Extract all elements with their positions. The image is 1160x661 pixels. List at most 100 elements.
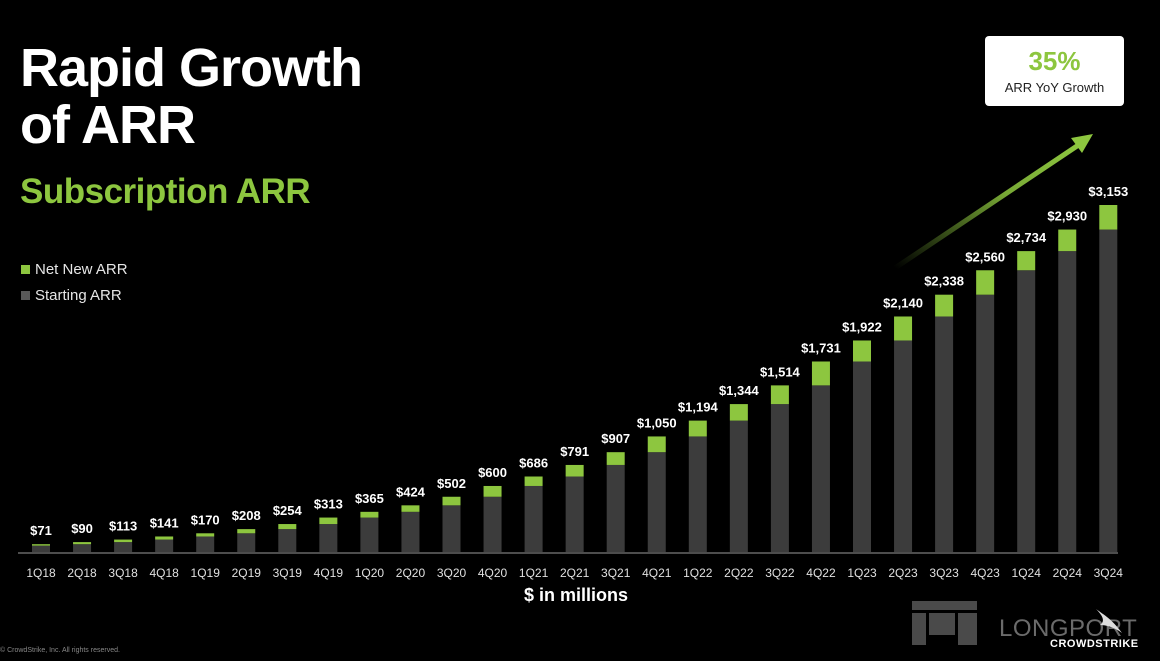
x-tick-2Q20: 2Q20 [396, 566, 426, 580]
callout-label: ARR YoY Growth [1004, 80, 1105, 95]
bar-net-new-2Q20 [401, 505, 420, 512]
x-tick-1Q20: 1Q20 [355, 566, 385, 580]
x-tick-3Q19: 3Q19 [273, 566, 303, 580]
chart-subtitle: Subscription ARR [20, 172, 311, 211]
data-label-4Q22: $1,731 [801, 340, 841, 355]
x-tick-3Q20: 3Q20 [437, 566, 467, 580]
x-tick-2Q22: 2Q22 [724, 566, 754, 580]
x-tick-1Q19: 1Q19 [191, 566, 221, 580]
data-label-1Q19: $170 [191, 512, 220, 527]
x-tick-4Q20: 4Q20 [478, 566, 508, 580]
data-label-2Q19: $208 [232, 508, 261, 523]
x-tick-2Q18: 2Q18 [67, 566, 97, 580]
bar-starting-3Q24 [1099, 229, 1118, 552]
bar-net-new-4Q18 [155, 536, 174, 540]
bar-net-new-1Q23 [853, 340, 871, 362]
chart-legend: Net New ARR Starting ARR [21, 256, 128, 308]
x-tick-4Q23: 4Q23 [970, 566, 1000, 580]
bar-net-new-3Q22 [770, 385, 789, 405]
x-tick-4Q21: 4Q21 [642, 566, 672, 580]
bar-starting-1Q19 [196, 536, 215, 552]
x-tick-1Q21: 1Q21 [519, 566, 549, 580]
bar-net-new-4Q19 [319, 517, 338, 525]
bars-group: $71 $90 $113 $141 $170 $208 $254 $313 $365 $424 $5… [30, 184, 1128, 552]
bar-net-new-3Q19 [278, 524, 297, 530]
bar-starting-2Q18 [73, 544, 92, 552]
bar-starting-1Q18 [32, 545, 50, 552]
bar-net-new-2Q24 [1058, 229, 1077, 252]
data-label-4Q18: $141 [150, 515, 179, 530]
data-label-1Q22: $1,194 [678, 400, 719, 415]
x-tick-4Q19: 4Q19 [314, 566, 344, 580]
bar-net-new-1Q22 [688, 420, 707, 437]
bar-net-new-2Q21 [565, 464, 584, 477]
x-tick-2Q23: 2Q23 [888, 566, 918, 580]
data-label-2Q18: $90 [71, 521, 93, 536]
bar-starting-3Q22 [770, 404, 789, 552]
bar-starting-2Q22 [729, 420, 748, 552]
bar-net-new-1Q18 [32, 544, 50, 546]
bar-net-new-4Q22 [811, 361, 830, 386]
x-tick-3Q18: 3Q18 [108, 566, 138, 580]
x-tick-1Q23: 1Q23 [847, 566, 877, 580]
bar-starting-4Q20 [483, 496, 502, 552]
bar-net-new-2Q19 [237, 529, 256, 534]
data-label-2Q21: $791 [560, 444, 589, 459]
data-label-1Q20: $365 [355, 491, 384, 506]
data-label-2Q23: $2,140 [883, 295, 923, 310]
x-tick-3Q23: 3Q23 [929, 566, 959, 580]
data-label-3Q24: $3,153 [1088, 184, 1128, 199]
bar-starting-3Q18 [114, 542, 133, 552]
brand-name: CROWDSTRIKE [1050, 638, 1139, 650]
bar-net-new-3Q21 [606, 452, 625, 465]
partner-logo-icon [912, 601, 977, 645]
bar-net-new-2Q18 [73, 542, 92, 545]
x-tick-4Q18: 4Q18 [149, 566, 179, 580]
bar-starting-3Q21 [606, 464, 625, 552]
bar-starting-3Q23 [935, 316, 954, 552]
bar-net-new-4Q23 [976, 270, 995, 295]
bar-starting-4Q18 [155, 539, 174, 552]
bar-net-new-1Q24 [1017, 251, 1036, 271]
data-label-4Q23: $2,560 [965, 249, 1005, 264]
bar-starting-1Q20 [360, 517, 379, 552]
data-label-1Q23: $1,922 [842, 319, 882, 334]
legend-label-starting: Starting ARR [35, 286, 122, 304]
bar-net-new-1Q19 [196, 533, 215, 537]
data-label-3Q23: $2,338 [924, 274, 964, 289]
page-title: Rapid Growth of ARR [20, 40, 363, 154]
legend-swatch-starting [21, 290, 30, 300]
bar-net-new-1Q21 [524, 476, 543, 486]
copyright-text: © CrowdStrike, Inc. All rights reserved. [0, 647, 120, 654]
bar-net-new-3Q24 [1099, 205, 1118, 230]
bar-net-new-2Q23 [894, 316, 913, 341]
legend-item-starting: Starting ARR [21, 282, 128, 308]
bar-starting-3Q19 [278, 529, 297, 552]
callout-value: 35% [1028, 46, 1081, 76]
x-axis-title: $ in millions [524, 585, 628, 605]
legend-swatch-net-new [21, 264, 30, 274]
bar-starting-1Q23 [853, 361, 871, 552]
bar-net-new-4Q20 [483, 485, 502, 497]
bar-net-new-3Q20 [442, 496, 461, 506]
bar-starting-1Q21 [524, 485, 543, 552]
x-tick-3Q24: 3Q24 [1094, 566, 1124, 580]
x-tick-1Q22: 1Q22 [683, 566, 713, 580]
x-tick-2Q21: 2Q21 [560, 566, 590, 580]
data-label-3Q21: $907 [601, 431, 630, 446]
bar-starting-2Q20 [401, 511, 420, 552]
bar-starting-1Q22 [688, 436, 707, 552]
growth-arrow [892, 134, 1093, 271]
data-label-3Q20: $502 [437, 476, 466, 491]
data-label-3Q18: $113 [109, 519, 137, 534]
data-label-3Q22: $1,514 [760, 364, 801, 379]
bar-net-new-4Q21 [647, 436, 666, 453]
bar-starting-1Q24 [1017, 270, 1036, 552]
bar-net-new-2Q22 [729, 404, 748, 421]
data-label-3Q19: $254 [273, 503, 303, 518]
x-tick-3Q22: 3Q22 [765, 566, 795, 580]
growth-callout: 35% ARR YoY Growth [985, 36, 1124, 106]
x-tick-2Q24: 2Q24 [1053, 566, 1083, 580]
data-label-1Q18: $71 [30, 523, 52, 538]
